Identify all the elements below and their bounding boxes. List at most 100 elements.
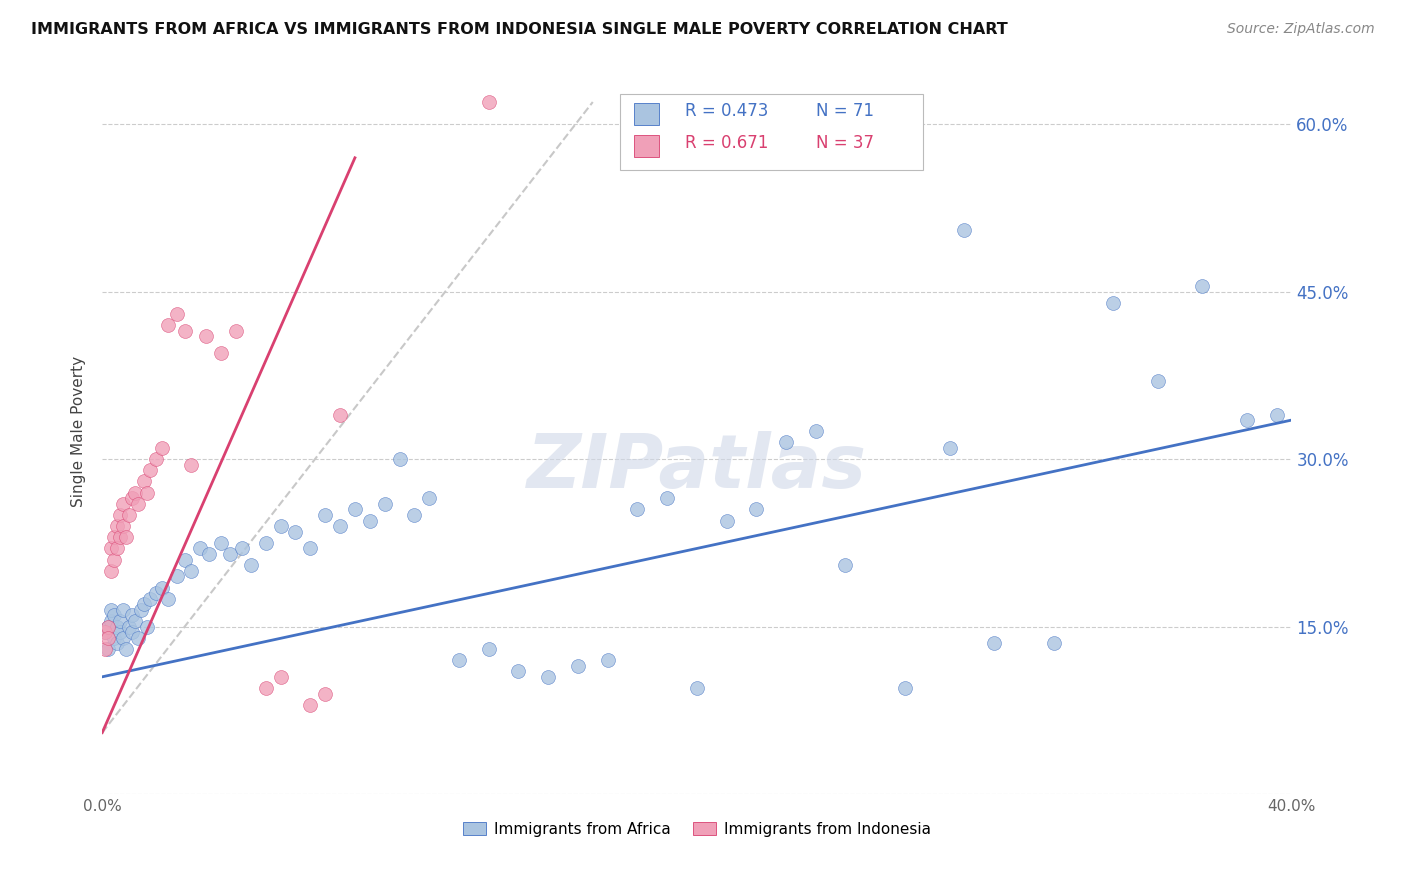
Point: [894, 681, 917, 695]
Point: [156, 591, 179, 606]
Point: [329, 408, 352, 422]
Point: [132, 475, 155, 489]
Point: [655, 491, 678, 506]
Point: [938, 441, 960, 455]
Point: [209, 536, 232, 550]
Bar: [634, 103, 659, 125]
Point: [150, 581, 173, 595]
Point: [150, 441, 173, 455]
Point: [166, 307, 188, 321]
Point: [118, 508, 141, 522]
Point: [834, 558, 856, 573]
Point: [111, 603, 134, 617]
Point: [156, 318, 179, 333]
Text: IMMIGRANTS FROM AFRICA VS IMMIGRANTS FROM INDONESIA SINGLE MALE POVERTY CORRELAT: IMMIGRANTS FROM AFRICA VS IMMIGRANTS FRO…: [31, 22, 1008, 37]
Point: [745, 502, 768, 516]
Point: [139, 591, 162, 606]
Point: [103, 631, 125, 645]
Text: N = 37: N = 37: [815, 134, 873, 153]
Y-axis label: Single Male Poverty: Single Male Poverty: [72, 356, 86, 507]
Point: [145, 586, 167, 600]
Point: [1146, 374, 1168, 388]
Point: [219, 547, 242, 561]
Point: [115, 641, 138, 656]
Point: [174, 552, 197, 566]
FancyBboxPatch shape: [620, 94, 922, 170]
Point: [135, 619, 157, 633]
Point: [299, 541, 322, 556]
Point: [299, 698, 322, 712]
Point: [508, 665, 530, 679]
Point: [166, 569, 188, 583]
Point: [270, 670, 292, 684]
Point: [97, 641, 120, 656]
Text: R = 0.671: R = 0.671: [685, 134, 768, 153]
Point: [314, 687, 336, 701]
Point: [127, 497, 149, 511]
Point: [478, 95, 501, 109]
Point: [418, 491, 440, 506]
Point: [404, 508, 426, 522]
Point: [270, 519, 292, 533]
Point: [105, 619, 128, 633]
Point: [1236, 413, 1258, 427]
Point: [231, 541, 253, 556]
Point: [100, 541, 122, 556]
Point: [94, 641, 117, 656]
Point: [239, 558, 262, 573]
Point: [983, 636, 1005, 650]
Point: [254, 536, 277, 550]
Point: [359, 514, 381, 528]
Point: [111, 497, 134, 511]
Point: [94, 625, 117, 640]
Point: [145, 452, 167, 467]
Point: [775, 435, 797, 450]
Point: [127, 631, 149, 645]
Point: [537, 670, 560, 684]
Point: [105, 519, 128, 533]
Point: [284, 524, 307, 539]
Point: [686, 681, 709, 695]
Point: [1102, 296, 1125, 310]
Point: [198, 547, 221, 561]
Point: [804, 424, 827, 438]
Point: [953, 223, 976, 237]
Point: [108, 530, 131, 544]
Point: [1191, 279, 1213, 293]
Point: [195, 329, 218, 343]
Text: ZIPatlas: ZIPatlas: [527, 431, 868, 504]
Point: [103, 552, 125, 566]
Point: [108, 614, 131, 628]
Point: [108, 625, 131, 640]
Point: [132, 597, 155, 611]
Point: [105, 636, 128, 650]
Point: [94, 625, 117, 640]
Point: [567, 658, 589, 673]
Point: [135, 485, 157, 500]
Point: [129, 603, 152, 617]
Point: [343, 502, 366, 516]
Point: [1042, 636, 1064, 650]
Point: [1265, 408, 1288, 422]
Point: [121, 608, 143, 623]
Point: [100, 603, 122, 617]
Point: [118, 619, 141, 633]
Text: N = 71: N = 71: [815, 103, 873, 120]
Point: [180, 458, 202, 472]
Text: Source: ZipAtlas.com: Source: ZipAtlas.com: [1227, 22, 1375, 37]
Point: [254, 681, 277, 695]
Text: R = 0.473: R = 0.473: [685, 103, 768, 120]
Point: [225, 324, 247, 338]
Point: [103, 608, 125, 623]
Point: [447, 653, 470, 667]
Point: [388, 452, 411, 467]
Point: [97, 619, 120, 633]
Point: [121, 625, 143, 640]
Point: [97, 619, 120, 633]
Point: [329, 519, 352, 533]
Point: [180, 564, 202, 578]
Point: [716, 514, 738, 528]
Point: [100, 614, 122, 628]
Point: [596, 653, 619, 667]
Point: [121, 491, 143, 506]
